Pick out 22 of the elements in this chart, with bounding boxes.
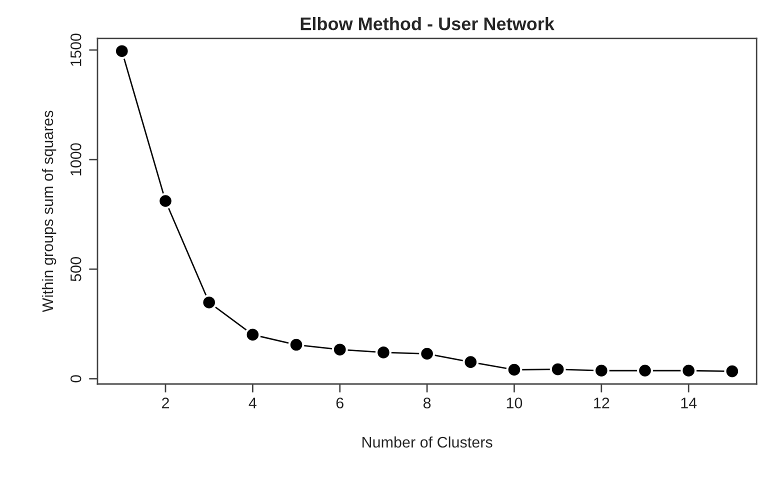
y-axis-title: Within groups sum of squares [42,110,56,312]
x-tick-label: 12 [594,398,610,408]
x-tick-label: 4 [248,398,256,408]
point [201,294,218,310]
point [550,361,566,378]
x-axis-title: Number of Clusters [362,436,492,448]
x-tick-label: 2 [162,398,169,408]
x-tick-label: 8 [423,398,431,408]
y-tick-label: 500 [70,257,82,282]
point [419,346,436,362]
point [288,336,304,353]
y-tick-label: 0 [70,375,82,382]
y-tick-label: 1500 [70,34,82,66]
x-tick-label: 6 [336,398,344,408]
point [244,326,261,343]
x-tick-label: 14 [681,398,697,408]
chart-title: Elbow Method - User Network [300,16,554,30]
point [506,362,522,378]
y-tick-label: 1000 [70,143,82,176]
x-tick-label: 10 [506,398,522,408]
point [158,193,174,209]
point [724,363,740,380]
